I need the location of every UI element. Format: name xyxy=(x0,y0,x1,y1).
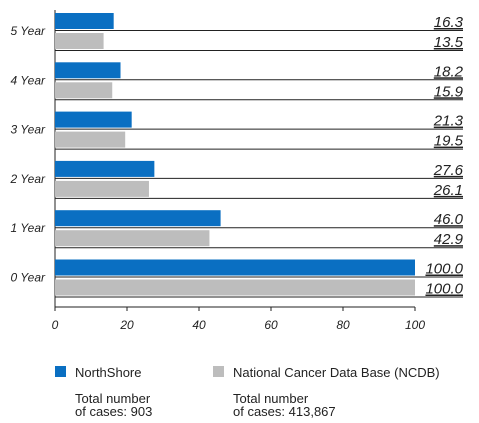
note: of cases: 413,867 xyxy=(233,404,336,419)
value-label: 100.0 xyxy=(425,261,463,278)
note: Total number xyxy=(233,391,309,406)
legend-swatch xyxy=(55,366,66,377)
legend-label: National Cancer Data Base (NCDB) xyxy=(233,365,440,380)
value-label: 19.5 xyxy=(434,133,464,150)
bar xyxy=(55,13,114,29)
x-tick-label: 100 xyxy=(405,318,425,332)
value-label: 13.5 xyxy=(434,34,464,51)
x-tick-label: 40 xyxy=(192,318,206,332)
bar xyxy=(55,230,210,247)
category-label: 4 Year xyxy=(11,73,46,87)
category-label: 5 Year xyxy=(11,24,46,38)
category-label: 2 Year xyxy=(10,172,46,186)
x-tick-label: 80 xyxy=(336,318,350,332)
category-label: 1 Year xyxy=(11,221,46,235)
bar xyxy=(55,62,121,79)
bar xyxy=(55,33,104,49)
bar xyxy=(55,279,415,296)
legend-label: NorthShore xyxy=(75,365,141,380)
value-label: 21.3 xyxy=(433,113,464,130)
value-label: 42.9 xyxy=(434,231,464,248)
note: of cases: 903 xyxy=(75,404,152,419)
value-label: 15.9 xyxy=(434,83,464,100)
bar xyxy=(55,210,221,227)
x-tick-label: 20 xyxy=(119,318,134,332)
bar xyxy=(55,111,132,128)
value-label: 27.6 xyxy=(433,162,464,179)
value-label: 16.3 xyxy=(434,14,464,31)
value-label: 18.2 xyxy=(434,63,464,80)
x-tick-label: 60 xyxy=(264,318,278,332)
bar xyxy=(55,160,155,177)
note: Total number xyxy=(75,391,151,406)
value-label: 46.0 xyxy=(434,211,464,228)
bar xyxy=(55,259,415,276)
bar xyxy=(55,180,149,197)
x-tick-label: 0 xyxy=(52,318,59,332)
bar xyxy=(55,82,113,99)
legend-swatch xyxy=(213,366,224,377)
bar xyxy=(55,131,126,148)
value-label: 26.1 xyxy=(433,182,463,199)
category-label: 0 Year xyxy=(11,271,46,285)
category-label: 3 Year xyxy=(11,123,46,137)
value-label: 100.0 xyxy=(425,281,463,298)
